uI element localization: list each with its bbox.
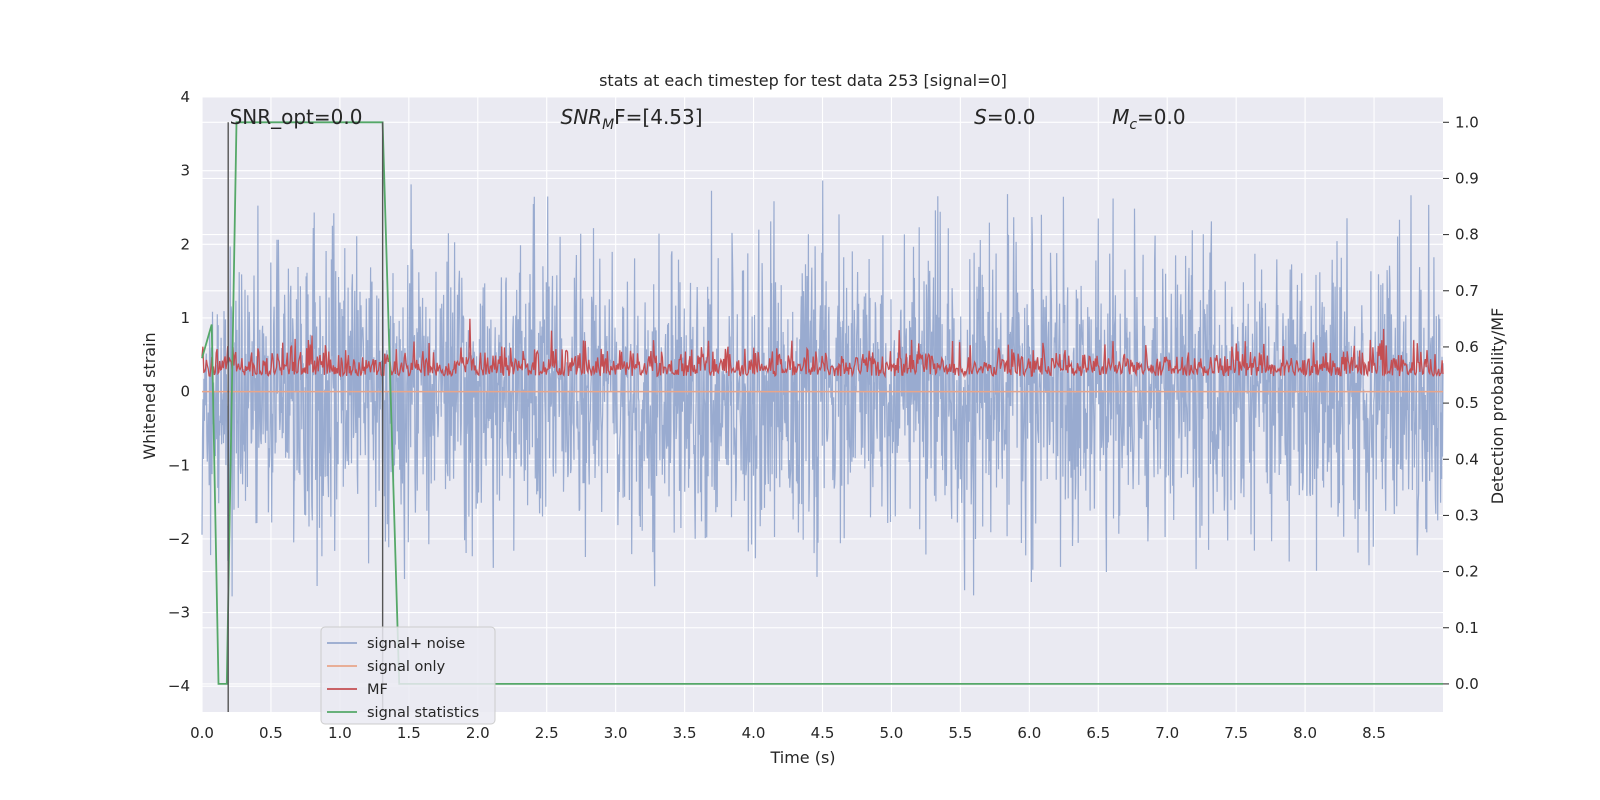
y-axis-label: Whitened strain (140, 332, 159, 459)
y-tick-label: −3 (168, 604, 190, 622)
y-right-tick-label: 0.7 (1455, 282, 1479, 300)
y-right-tick-label: 1.0 (1455, 113, 1479, 131)
series-mf-line (201, 318, 1444, 379)
x-tick-label: 8.0 (1293, 724, 1317, 742)
x-tick-label: 4.5 (811, 724, 835, 742)
annotation-text: SNRMF=[4.53] (561, 105, 703, 133)
x-tick-label: 4.0 (742, 724, 766, 742)
x-tick-label: 5.0 (880, 724, 904, 742)
y-tick-label: 1 (180, 309, 190, 327)
annotation-text: S=0.0 (974, 105, 1035, 129)
x-tick-label: 6.0 (1017, 724, 1041, 742)
y-right-tick-label: 0.9 (1455, 169, 1479, 187)
legend-label: signal only (367, 659, 446, 675)
x-tick-label: 1.5 (397, 724, 421, 742)
x-tick-label: 7.5 (1224, 724, 1248, 742)
y-tick-label: −4 (168, 677, 190, 695)
x-tick-label: 7.0 (1155, 724, 1179, 742)
x-tick-label: 2.0 (466, 724, 490, 742)
x-tick-label: 3.5 (673, 724, 697, 742)
x-axis-label: Time (s) (769, 748, 835, 767)
y-right-tick-label: 0.0 (1455, 675, 1479, 693)
x-tick-label: 5.5 (948, 724, 972, 742)
y-tick-label: 0 (180, 383, 190, 401)
y-right-tick-label: 0.2 (1455, 563, 1479, 581)
x-tick-label: 0.0 (190, 724, 214, 742)
x-tick-label: 8.5 (1362, 724, 1386, 742)
y-right-tick-label: 0.8 (1455, 226, 1479, 244)
x-tick-label: 6.5 (1086, 724, 1110, 742)
y-right-tick-label: 0.1 (1455, 619, 1479, 637)
x-tick-label: 2.5 (535, 724, 559, 742)
y-tick-label: 4 (180, 88, 190, 106)
chart-title: stats at each timestep for test data 253… (599, 71, 1007, 90)
legend: signal+ noise signal only MF signal statist… (320, 626, 496, 725)
y-axis-right-label: Detection probability/MF (1488, 308, 1507, 505)
y-tick-label: 3 (180, 162, 190, 180)
annotations: SNR_opt=0.0 SNRMF=[4.53] S=0.0 Mc=0.0 (230, 105, 1186, 133)
plot-area (201, 121, 1444, 712)
y-tick-label: −2 (168, 530, 190, 548)
y-right-tick-label: 0.4 (1455, 450, 1479, 468)
annotation-text: Mc=0.0 (1112, 105, 1186, 133)
legend-label: MF (367, 682, 388, 698)
x-tick-label: 0.5 (259, 724, 283, 742)
y-right-tick-label: 0.6 (1455, 338, 1479, 356)
y-tick-label: −1 (168, 456, 190, 474)
legend-label: signal statistics (367, 705, 479, 721)
y-tick-label: 2 (180, 235, 190, 253)
legend-box (320, 626, 496, 725)
annotation-text: SNR_opt=0.0 (230, 105, 363, 129)
y-right-tick-label: 0.5 (1455, 394, 1479, 412)
legend-label: signal+ noise (367, 636, 465, 652)
series-signal-statistics-line (201, 121, 1443, 685)
x-tick-label: 3.0 (604, 724, 628, 742)
y-right-tick-label: 0.3 (1455, 506, 1479, 524)
x-tick-label: 1.0 (328, 724, 352, 742)
